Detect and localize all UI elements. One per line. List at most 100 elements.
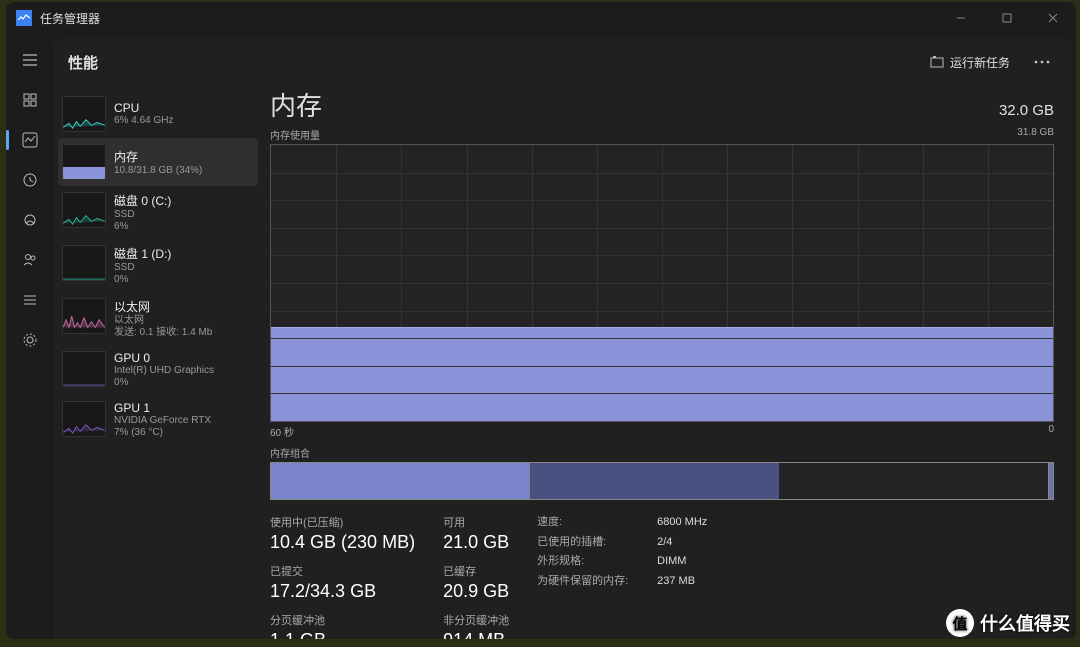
maximize-button[interactable]	[984, 2, 1030, 34]
thumb-chart	[62, 245, 106, 281]
window-body: 性能 运行新任务 CPU6% 4.64 GHz内存10.8/31.8 GB (3…	[6, 34, 1076, 639]
stats-grid: 使用中(已压缩)10.4 GB (230 MB)已提交17.2/34.3 GB分…	[270, 514, 1054, 639]
item-sub2: 0%	[114, 274, 171, 286]
stat-label: 非分页缓冲池	[443, 612, 509, 628]
thumb-chart	[62, 144, 106, 180]
stat-value: 21.0 GB	[443, 532, 509, 553]
stat-value: 17.2/34.3 GB	[270, 581, 415, 602]
item-sub1: SSD	[114, 262, 171, 274]
item-sub1: 以太网	[114, 315, 212, 327]
composition-bar[interactable]	[270, 462, 1054, 500]
stat-label: 可用	[443, 514, 509, 530]
item-name: CPU	[114, 101, 173, 115]
usage-label: 内存使用量	[270, 127, 320, 142]
stat-label: 分页缓冲池	[270, 612, 415, 628]
item-sub2: 发送: 0.1 接收: 1.4 Mb	[114, 327, 212, 339]
nav-performance[interactable]	[6, 120, 54, 160]
nav-users[interactable]	[6, 240, 54, 280]
max-label: 31.8 GB	[1017, 127, 1054, 142]
watermark-text: 什么值得买	[980, 610, 1070, 636]
split: CPU6% 4.64 GHz内存10.8/31.8 GB (34%)磁盘 0 (…	[54, 86, 1072, 639]
run-task-button[interactable]: 运行新任务	[920, 48, 1020, 77]
stat-label: 已缓存	[443, 563, 509, 579]
spec-value: 237 MB	[657, 573, 695, 591]
stat-label: 使用中(已压缩)	[270, 514, 415, 530]
spec-key: 外形规格:	[537, 553, 647, 571]
minimize-button[interactable]	[938, 2, 984, 34]
spec-key: 速度:	[537, 514, 647, 532]
resource-item-GPU-0[interactable]: GPU 0Intel(R) UHD Graphics0%	[54, 345, 262, 395]
resource-item-以太网[interactable]: 以太网以太网发送: 0.1 接收: 1.4 Mb	[54, 292, 262, 345]
detail-capacity: 32.0 GB	[999, 102, 1054, 119]
nav-processes[interactable]	[6, 80, 54, 120]
run-task-label: 运行新任务	[950, 54, 1010, 71]
hamburger-icon[interactable]	[6, 40, 54, 80]
memory-chart[interactable]	[270, 144, 1054, 422]
item-sub1: NVIDIA GeForce RTX	[114, 415, 211, 427]
resource-item-磁盘-0-(C:)[interactable]: 磁盘 0 (C:)SSD6%	[54, 186, 262, 239]
nav-history[interactable]	[6, 160, 54, 200]
close-button[interactable]	[1030, 2, 1076, 34]
item-sub1: Intel(R) UHD Graphics	[114, 365, 214, 377]
resource-list: CPU6% 4.64 GHz内存10.8/31.8 GB (34%)磁盘 0 (…	[54, 86, 262, 639]
nav-details[interactable]	[6, 280, 54, 320]
app-icon	[16, 10, 32, 26]
item-sub2: 7% (36 °C)	[114, 427, 211, 439]
titlebar: 任务管理器	[6, 2, 1076, 34]
detail-title: 内存	[270, 86, 322, 123]
nav-settings[interactable]	[6, 633, 54, 639]
app-title: 任务管理器	[40, 10, 100, 27]
item-name: 内存	[114, 148, 202, 165]
memory-area-fill	[271, 327, 1053, 421]
thumb-chart	[62, 401, 106, 437]
xaxis-right: 0	[1048, 424, 1054, 439]
nav-startup[interactable]	[6, 200, 54, 240]
item-name: 以太网	[114, 298, 212, 315]
item-name: 磁盘 1 (D:)	[114, 245, 171, 262]
item-sub2: 6%	[114, 221, 171, 233]
task-manager-window: 任务管理器 性能 运行新任务	[6, 2, 1076, 639]
xaxis-left: 60 秒	[270, 424, 294, 439]
more-button[interactable]	[1026, 46, 1058, 78]
resource-item-GPU-1[interactable]: GPU 1NVIDIA GeForce RTX7% (36 °C)	[54, 395, 262, 445]
spec-value: 2/4	[657, 534, 672, 552]
comp-segment-in-use	[271, 463, 529, 499]
spec-key: 已使用的插槽:	[537, 534, 647, 552]
watermark-badge-icon: 值	[946, 609, 974, 637]
comp-segment-free	[1048, 463, 1053, 499]
item-sub2: 0%	[114, 377, 214, 389]
spec-row: 为硬件保留的内存: 237 MB	[537, 573, 707, 591]
stat-value: 914 MB	[443, 630, 509, 639]
spec-value: 6800 MHz	[657, 514, 707, 532]
thumb-chart	[62, 351, 106, 387]
item-sub: 6% 4.64 GHz	[114, 115, 173, 127]
stat-value: 20.9 GB	[443, 581, 509, 602]
comp-segment-standby	[779, 463, 1048, 499]
spec-key: 为硬件保留的内存:	[537, 573, 647, 591]
stat-value: 10.4 GB (230 MB)	[270, 532, 415, 553]
nav-services[interactable]	[6, 320, 54, 360]
content-header: 性能 运行新任务	[54, 38, 1072, 86]
stat-value: 1.1 GB	[270, 630, 415, 639]
item-name: GPU 0	[114, 351, 214, 365]
spec-row: 外形规格: DIMM	[537, 553, 707, 571]
nav-rail	[6, 34, 54, 639]
resource-item-内存[interactable]: 内存10.8/31.8 GB (34%)	[58, 138, 258, 186]
item-name: GPU 1	[114, 401, 211, 415]
resource-item-CPU[interactable]: CPU6% 4.64 GHz	[54, 90, 262, 138]
thumb-chart	[62, 96, 106, 132]
thumb-chart	[62, 298, 106, 334]
item-sub: 10.8/31.8 GB (34%)	[114, 165, 202, 177]
comp-segment-modified	[529, 463, 779, 499]
spec-value: DIMM	[657, 553, 686, 571]
tab-title: 性能	[68, 52, 98, 73]
content-pane: 性能 运行新任务 CPU6% 4.64 GHz内存10.8/31.8 GB (3…	[54, 38, 1072, 639]
spec-row: 速度: 6800 MHz	[537, 514, 707, 532]
resource-item-磁盘-1-(D:)[interactable]: 磁盘 1 (D:)SSD0%	[54, 239, 262, 292]
detail-pane: 内存 32.0 GB 内存使用量 31.8 GB 60 秒 0 内存组合	[262, 86, 1072, 639]
watermark: 值 什么值得买	[946, 609, 1070, 637]
composition-label: 内存组合	[270, 445, 1054, 460]
thumb-chart	[62, 192, 106, 228]
item-sub1: SSD	[114, 209, 171, 221]
run-icon	[930, 55, 944, 69]
